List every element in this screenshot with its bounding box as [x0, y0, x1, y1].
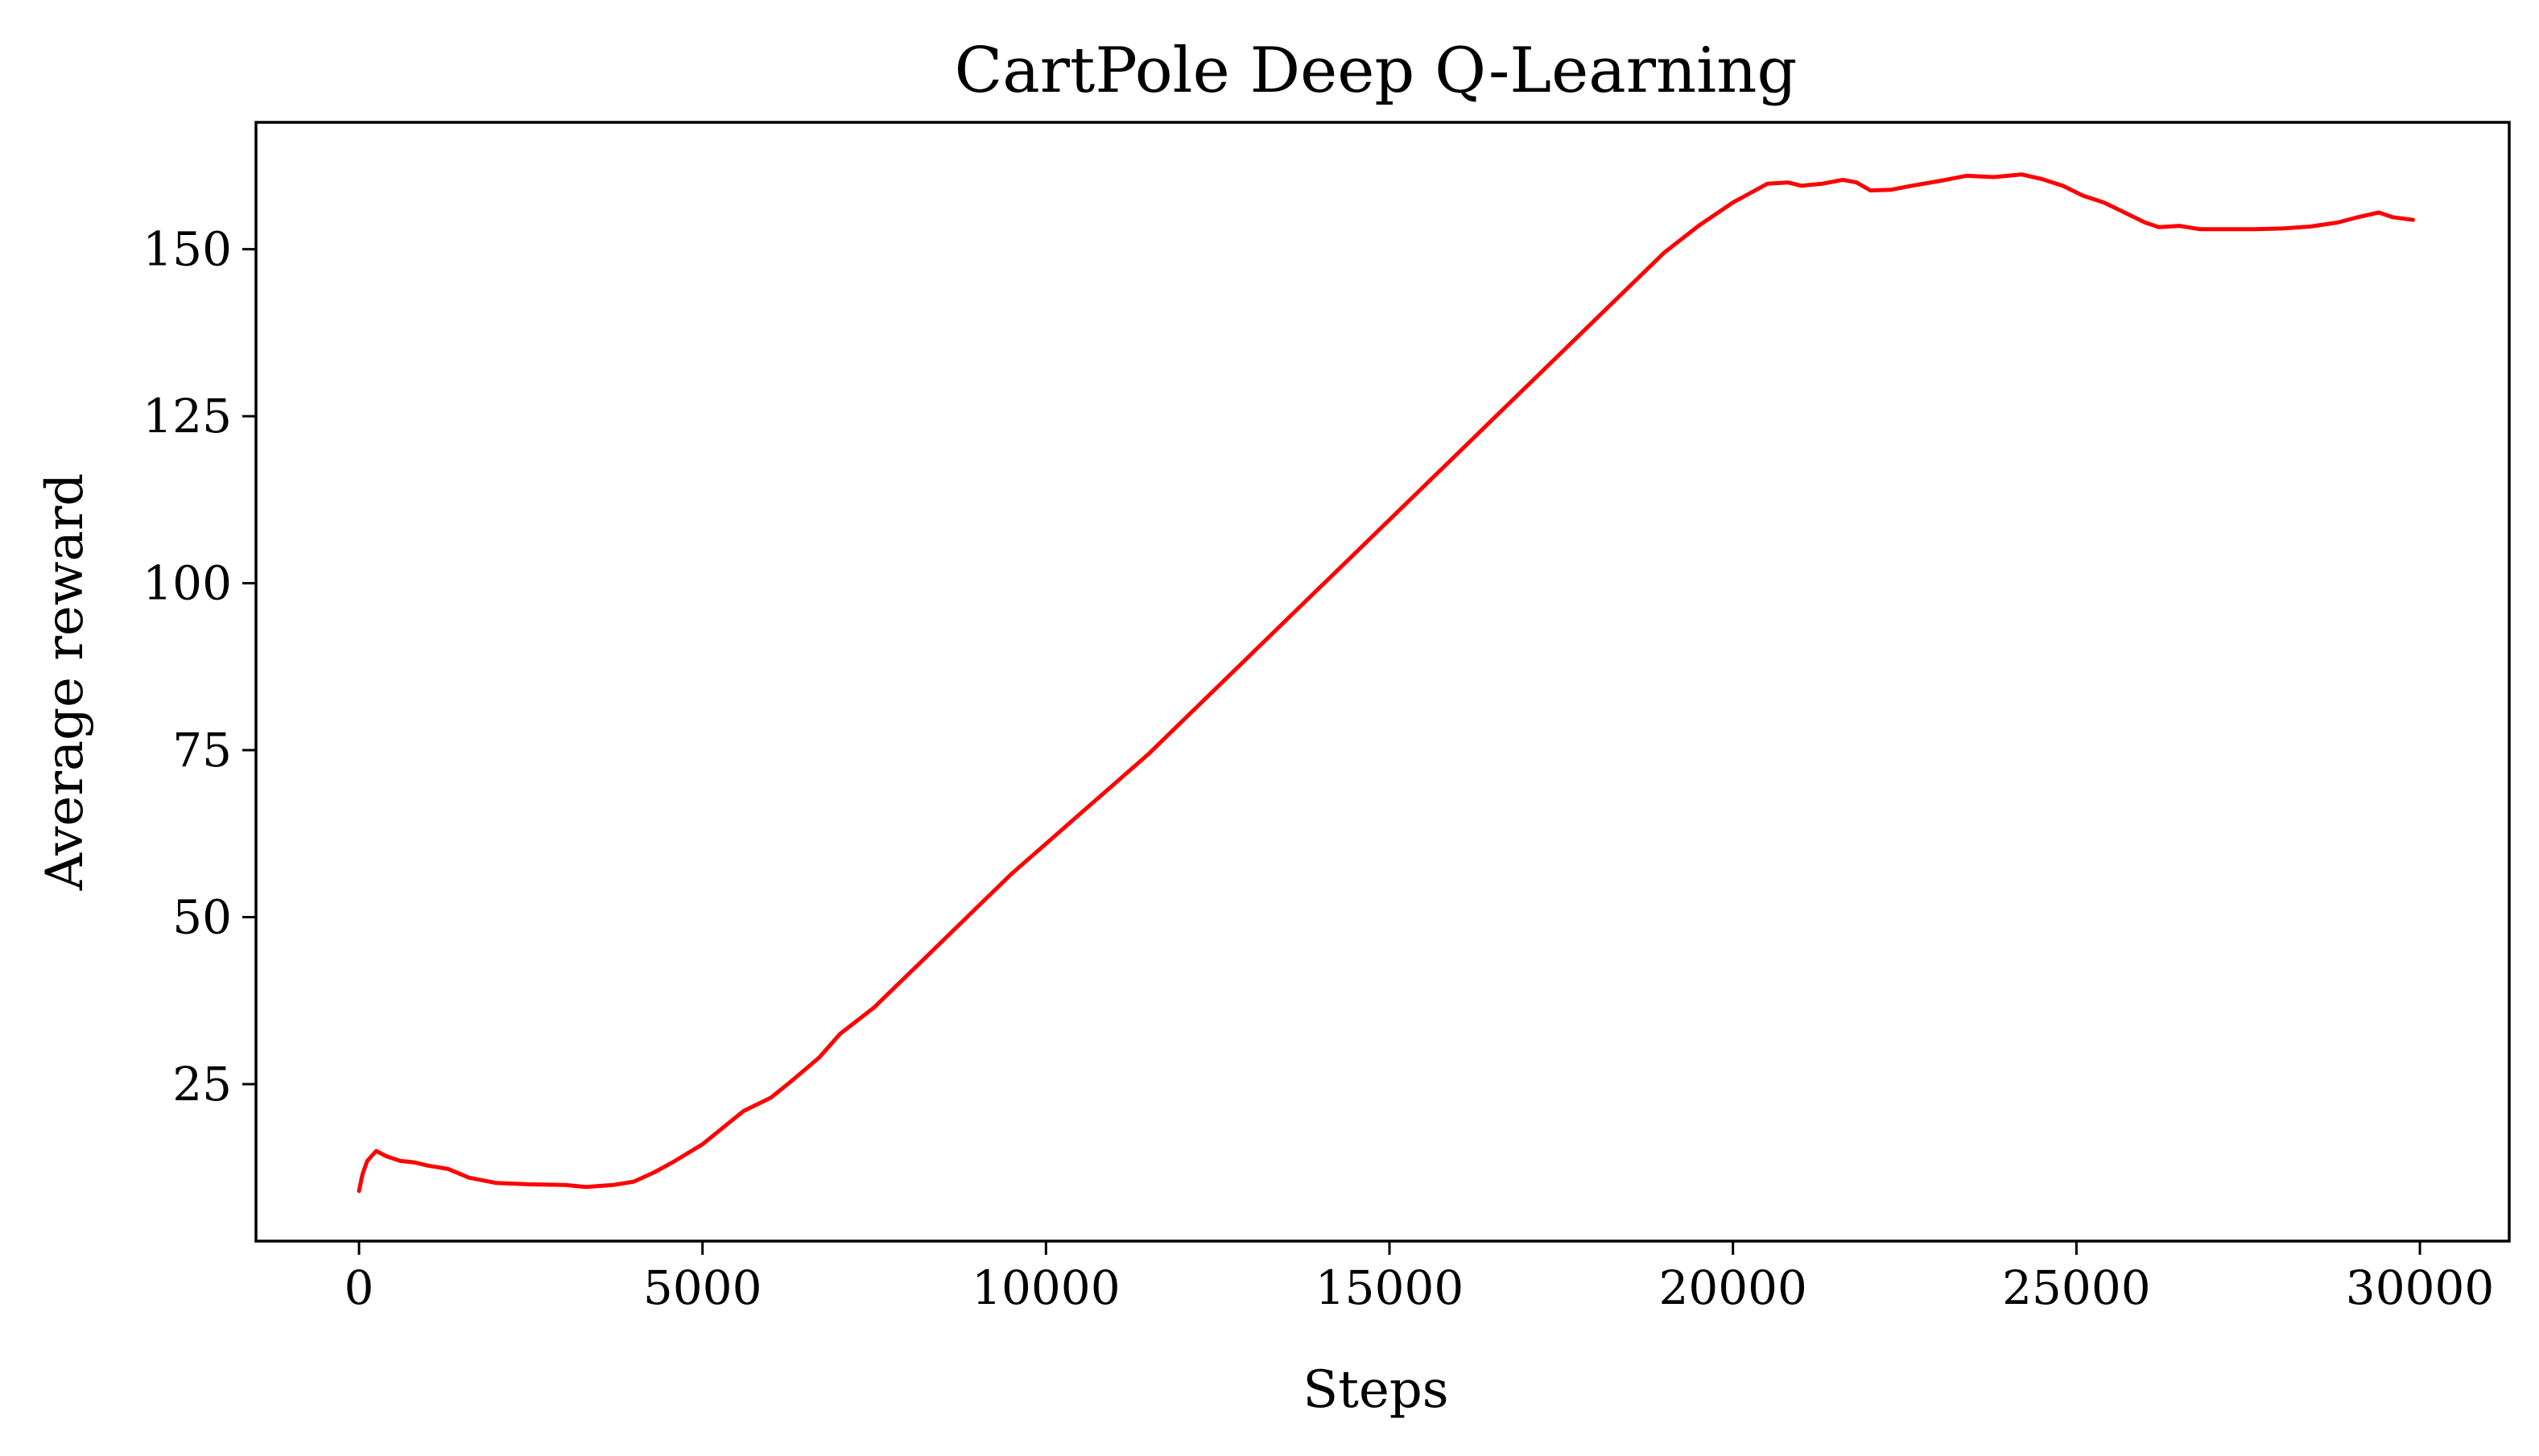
plot-area-frame	[254, 121, 2511, 1243]
x-tick-label: 0	[345, 1260, 374, 1315]
x-tick-label: 10000	[972, 1260, 1121, 1315]
chart-title: CartPole Deep Q-Learning	[955, 35, 1798, 107]
x-tick-label: 25000	[2002, 1260, 2151, 1315]
x-axis: 0 5000 10000 15000 20000 25000 30000	[345, 1241, 2495, 1315]
y-tick-label: 25	[172, 1057, 232, 1112]
y-tick-label: 75	[172, 723, 232, 777]
x-axis-label: Steps	[1303, 1360, 1448, 1420]
x-tick-label: 5000	[643, 1260, 762, 1315]
y-axis-label: Average reward	[35, 473, 95, 892]
y-tick-label: 150	[142, 222, 232, 277]
x-tick-label: 20000	[1658, 1260, 1807, 1315]
y-tick-label: 125	[142, 389, 232, 443]
y-axis: 25 50 75 100 125 150	[142, 222, 256, 1112]
plot-series	[357, 172, 2415, 1194]
y-tick-label: 100	[142, 556, 232, 611]
x-tick-label: 30000	[2346, 1260, 2495, 1315]
y-tick-label: 50	[172, 890, 232, 945]
reward-line	[357, 172, 2415, 1194]
x-tick-label: 15000	[1315, 1260, 1464, 1315]
